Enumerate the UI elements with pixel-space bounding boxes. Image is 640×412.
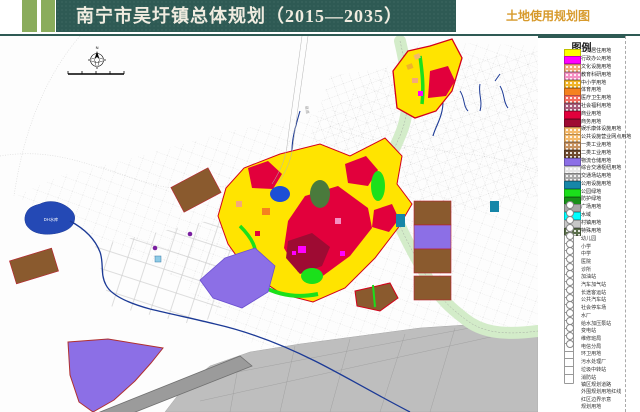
svg-text:DH水库: DH水库 (44, 216, 58, 223)
svg-text:N: N (96, 45, 99, 50)
